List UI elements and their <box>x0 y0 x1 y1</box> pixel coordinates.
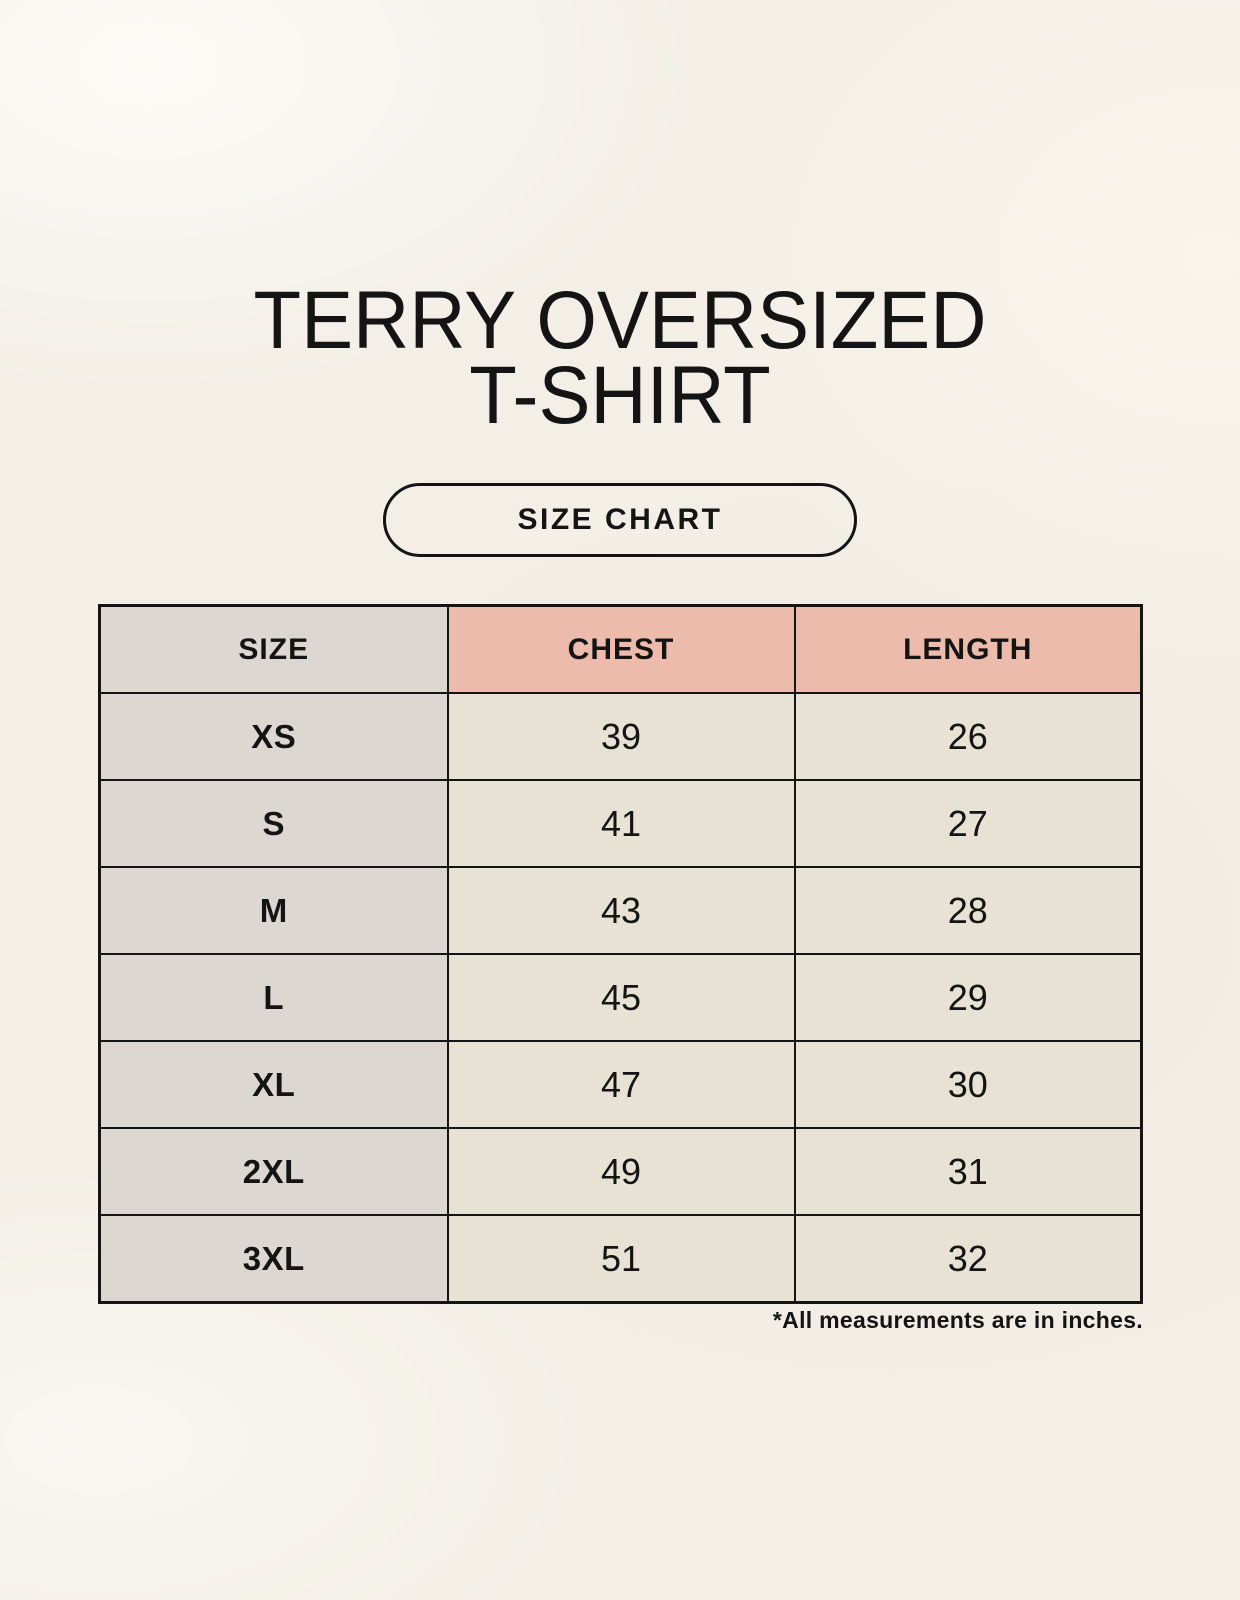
measurements-footnote: *All measurements are in inches. <box>772 1307 1143 1333</box>
size-chart-table: SIZE CHEST LENGTH XS 39 26 S 41 27 M 43 … <box>98 604 1143 1304</box>
chest-cell: 45 <box>446 953 796 1042</box>
size-cell: S <box>98 779 449 868</box>
column-header-length: LENGTH <box>793 604 1143 694</box>
size-cell: M <box>98 866 449 955</box>
chest-cell: 43 <box>446 866 796 955</box>
title-line-1: TERRY OVERSIZED <box>253 275 987 366</box>
table-row: S 41 27 <box>98 779 1143 868</box>
table-row: M 43 28 <box>98 866 1143 955</box>
table-row: XS 39 26 <box>98 692 1143 781</box>
table-row: 2XL 49 31 <box>98 1127 1143 1216</box>
table-header-row: SIZE CHEST LENGTH <box>98 604 1143 694</box>
length-cell: 28 <box>793 866 1143 955</box>
length-cell: 31 <box>793 1127 1143 1216</box>
chest-cell: 47 <box>446 1040 796 1129</box>
title-line-2: T-SHIRT <box>469 350 771 441</box>
size-cell: 3XL <box>98 1214 449 1304</box>
chest-cell: 41 <box>446 779 796 868</box>
size-cell: 2XL <box>98 1127 449 1216</box>
size-cell: XS <box>98 692 449 781</box>
table-row: XL 47 30 <box>98 1040 1143 1129</box>
size-cell: XL <box>98 1040 449 1129</box>
chest-cell: 51 <box>446 1214 796 1304</box>
length-cell: 30 <box>793 1040 1143 1129</box>
chest-cell: 39 <box>446 692 796 781</box>
column-header-chest: CHEST <box>446 604 796 694</box>
length-cell: 26 <box>793 692 1143 781</box>
size-chart-badge: SIZE CHART <box>383 483 857 557</box>
page-title: TERRY OVERSIZED T-SHIRT <box>0 275 1240 441</box>
length-cell: 29 <box>793 953 1143 1042</box>
size-chart-badge-label: SIZE CHART <box>517 503 723 536</box>
column-header-size: SIZE <box>98 604 449 694</box>
length-cell: 32 <box>793 1214 1143 1304</box>
size-cell: L <box>98 953 449 1042</box>
length-cell: 27 <box>793 779 1143 868</box>
table-row: 3XL 51 32 <box>98 1214 1143 1304</box>
chest-cell: 49 <box>446 1127 796 1216</box>
table-row: L 45 29 <box>98 953 1143 1042</box>
